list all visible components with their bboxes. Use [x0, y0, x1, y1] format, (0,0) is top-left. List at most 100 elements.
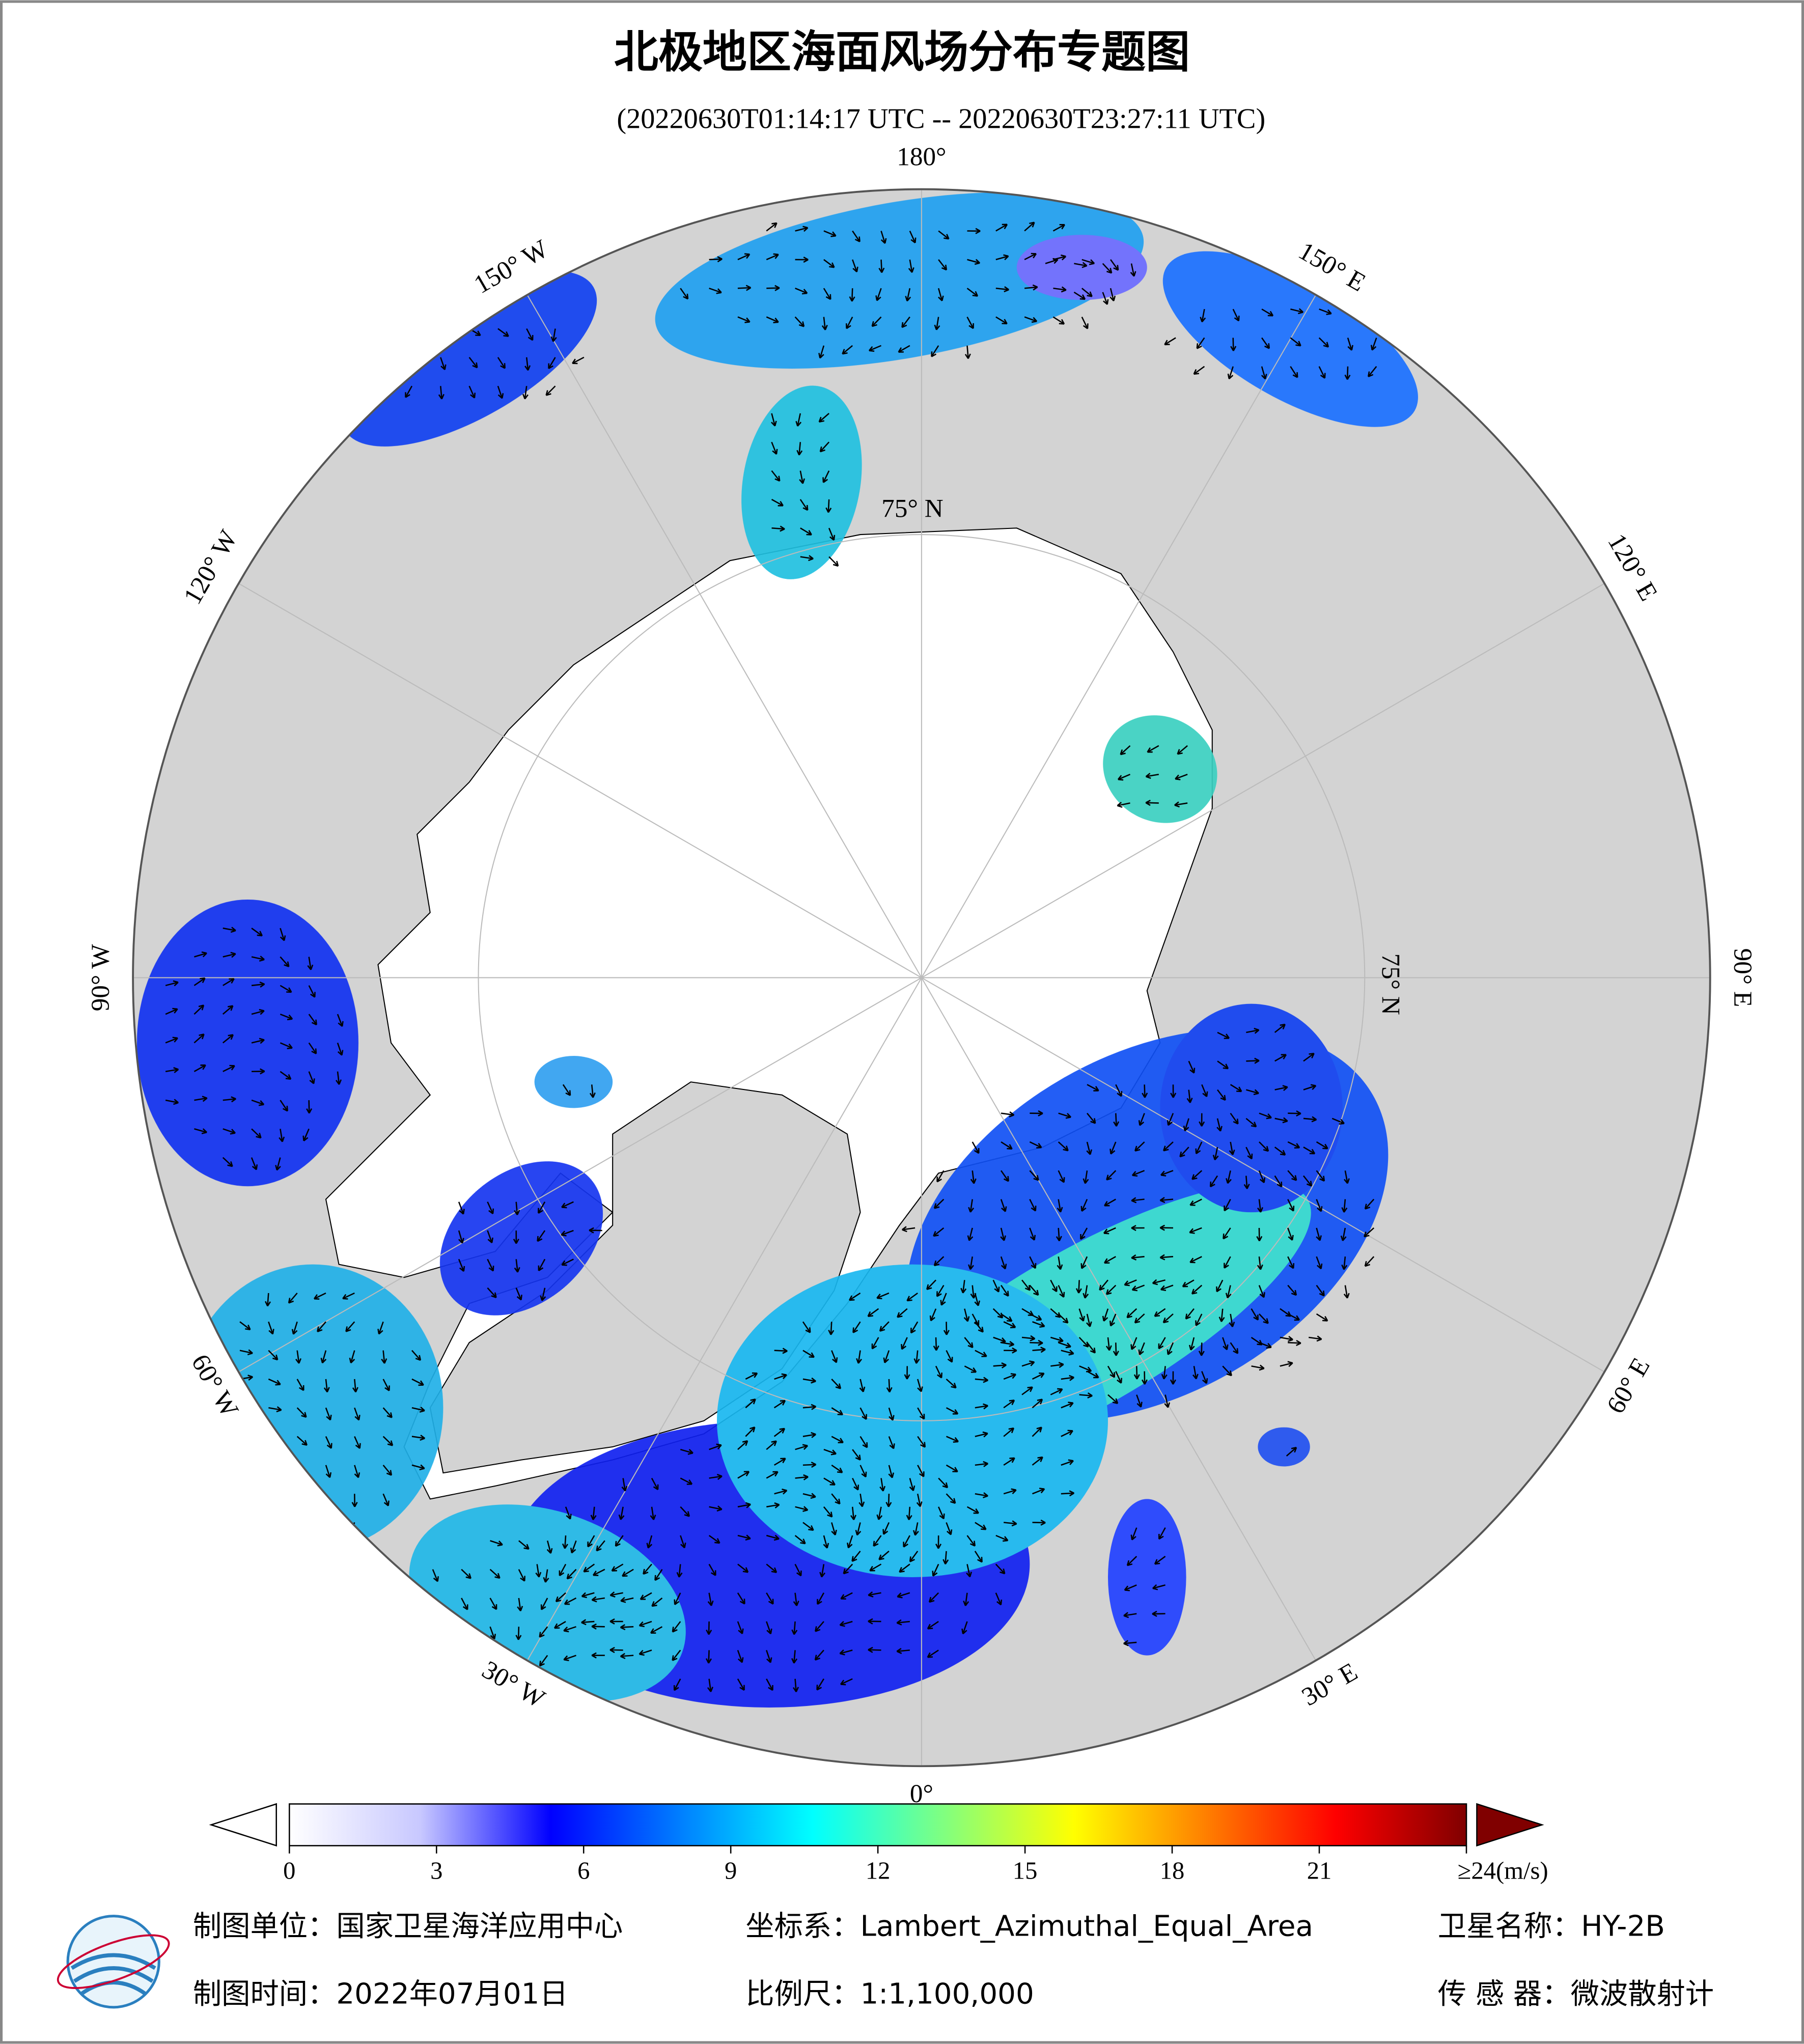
wind-arrow — [904, 1366, 910, 1380]
wind-arrow — [1087, 1112, 1096, 1124]
meridian — [523, 289, 922, 978]
wind-arrow — [1131, 1170, 1145, 1177]
wind-arrow — [1058, 1170, 1065, 1183]
wind-arrow — [995, 223, 1008, 232]
wind-arrow — [1024, 284, 1038, 291]
wind-arrow — [223, 1096, 236, 1103]
wind-arrow — [313, 1292, 326, 1300]
wind-arrow — [1183, 1118, 1189, 1132]
wind-arrow — [819, 1564, 826, 1578]
footer-unit: 制图单位：国家卫星海洋应用中心 — [193, 1910, 623, 1943]
latitude-label: 75° N — [1376, 954, 1405, 1015]
wind-arrow — [1021, 1386, 1033, 1395]
wind-arrow — [1131, 1225, 1145, 1231]
wind-arrow — [550, 328, 557, 342]
wind-arrow — [1061, 1430, 1073, 1437]
wind-arrow — [1061, 1402, 1074, 1409]
wind-arrow — [1029, 1284, 1039, 1296]
wind-patch — [534, 1056, 613, 1108]
wind-arrow — [1344, 366, 1351, 380]
wind-arrow — [1318, 337, 1329, 348]
wind-arrow — [795, 1506, 809, 1512]
wind-arrow — [468, 385, 476, 399]
map — [133, 189, 1710, 1767]
wind-arrow — [296, 1436, 308, 1446]
wind-arrow — [1290, 308, 1304, 315]
wind-arrow — [839, 1649, 853, 1656]
wind-arrow — [581, 1619, 595, 1626]
wind-arrow — [251, 1038, 265, 1044]
wind-arrow — [1186, 1089, 1193, 1103]
wind-arrow — [1057, 1256, 1063, 1270]
wind-arrow — [489, 1569, 501, 1579]
wind-arrow — [609, 1618, 623, 1625]
wind-arrow — [773, 1458, 786, 1466]
wind-arrow — [165, 1067, 179, 1073]
wind-arrow — [411, 1435, 426, 1441]
footer: 制图单位：国家卫星海洋应用中心 坐标系：Lambert_Azimuthal_Eq… — [57, 1910, 1714, 2010]
wind-arrow — [1290, 337, 1301, 347]
wind-arrow — [672, 1649, 681, 1661]
wind-arrow — [771, 441, 778, 455]
wind-arrow — [537, 1230, 546, 1242]
wind-arrow — [1192, 1366, 1199, 1380]
wind-field — [136, 192, 1418, 1708]
wind-arrow — [553, 1620, 566, 1629]
wind-arrow — [795, 226, 809, 232]
wind-arrow — [1341, 1256, 1348, 1270]
wind-arrow — [1245, 1117, 1257, 1128]
wind-arrow — [943, 1322, 950, 1335]
wind-arrow — [896, 1619, 910, 1626]
wind-arrow — [1164, 337, 1176, 346]
wind-arrow — [1052, 224, 1065, 232]
wind-arrow — [908, 259, 914, 273]
wind-arrow — [968, 1256, 974, 1270]
wind-arrow — [871, 316, 882, 327]
wind-arrow — [1319, 308, 1332, 315]
wind-arrow — [1029, 1170, 1039, 1181]
wind-arrow — [1274, 1117, 1288, 1124]
wind-arrow — [933, 1256, 945, 1267]
wind-arrow — [1131, 1254, 1145, 1261]
wind-arrow — [268, 1522, 277, 1533]
wind-arrow — [896, 1647, 910, 1654]
wind-arrow — [1136, 1394, 1143, 1408]
wind-arrow — [1029, 1199, 1037, 1212]
wind-arrow — [1160, 1284, 1174, 1292]
wind-arrow — [876, 1506, 883, 1520]
wind-arrow — [819, 441, 830, 453]
wind-arrow — [561, 1201, 574, 1209]
wind-arrow — [548, 357, 556, 370]
wind-patch — [136, 899, 358, 1187]
wind-arrow — [515, 1627, 522, 1640]
wind-arrow — [1318, 366, 1326, 379]
wind-arrow — [1245, 1089, 1259, 1096]
wind-arrow — [917, 1379, 923, 1392]
wind-arrow — [802, 1493, 816, 1499]
wind-arrow — [223, 951, 236, 958]
wind-arrow — [1000, 1256, 1007, 1270]
wind-arrow — [535, 1564, 542, 1578]
wind-arrow — [1061, 1350, 1074, 1356]
wind-arrow — [1003, 1427, 1015, 1437]
wind-arrow — [1107, 1394, 1119, 1404]
wind-arrow — [1050, 1308, 1061, 1318]
wind-arrow — [618, 1506, 625, 1520]
wind-arrow — [1073, 291, 1086, 300]
wind-arrow — [852, 1449, 861, 1461]
wind-arrow — [795, 288, 808, 295]
wind-arrow — [766, 316, 779, 323]
wind-arrow — [791, 1650, 798, 1664]
wind-arrow — [440, 357, 447, 371]
wind-arrow — [288, 1293, 298, 1304]
wind-arrow — [461, 1655, 467, 1668]
wind-arrow — [852, 1477, 859, 1491]
wind-arrow — [251, 956, 265, 962]
wind-arrow — [1316, 1284, 1325, 1297]
wind-arrow — [1223, 1227, 1231, 1240]
wind-arrow — [461, 1626, 467, 1640]
wind-arrow — [793, 1678, 799, 1692]
wind-arrow — [879, 1478, 886, 1492]
wind-arrow — [816, 1678, 824, 1691]
wind-arrow — [514, 1259, 520, 1273]
